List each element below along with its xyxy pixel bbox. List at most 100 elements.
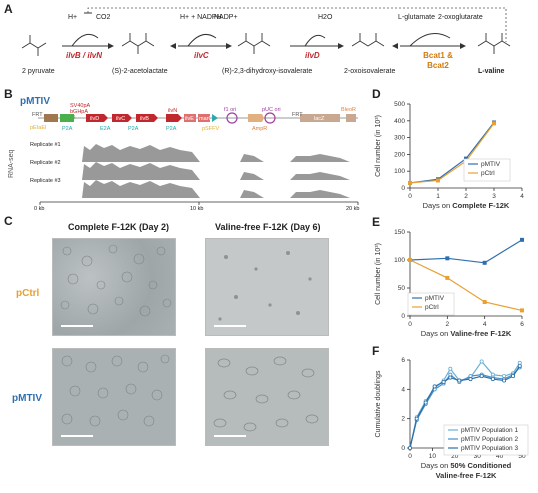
plasmid-label-frt-2: FRT <box>292 112 303 118</box>
puror-block <box>60 114 74 122</box>
data-point <box>432 384 437 389</box>
x-tick-label: 2 <box>464 193 468 200</box>
plasmid-label-p2a-3: P2A <box>166 126 177 132</box>
scale-bar <box>214 325 246 327</box>
arrowhead-2 <box>226 43 232 49</box>
step1-cofactor-out: CO2 <box>96 14 111 21</box>
plasmid-label-f1-ori: f1 ori <box>224 107 237 113</box>
legend-label: pMTIV <box>425 295 445 302</box>
cofactor-arc-2 <box>187 33 217 47</box>
ilvb-gene <box>136 114 158 122</box>
plasmid-label-puc-ori: pUC ori <box>262 107 281 113</box>
data-point <box>492 121 496 126</box>
enzyme-ilvc: ilvC <box>194 51 209 60</box>
kb-tick-0: 0 kb <box>34 206 45 212</box>
legend-label: pMTIV Population 3 <box>461 445 518 452</box>
cell-texture <box>213 356 319 432</box>
x-tick-label: 2 <box>446 321 450 328</box>
y-axis-label: Cumulative doublings <box>375 370 382 437</box>
puc-ori <box>264 112 276 124</box>
step4-cofactor-in: L-glutamate <box>398 14 435 21</box>
x-tick-label: 10 <box>429 453 437 460</box>
x-tick-label: 6 <box>520 321 524 328</box>
x-tick-label: 4 <box>483 321 487 328</box>
plasmid-label-peiael: pEIaEl <box>30 125 47 131</box>
data-point <box>464 156 468 161</box>
micrograph-pmtiv-complete <box>52 348 176 446</box>
y-tick-label: 6 <box>401 357 405 364</box>
ilvn-gene <box>166 114 182 122</box>
compound-acetolactate: (S)-2-acetolactate <box>112 68 168 75</box>
enzyme-ilvb-ilvn: ilvB / ilvN <box>66 51 103 60</box>
chart-growth-valine-free: 0 2 4 6 0 50 100 150 Cell number (in 10³) Days on… <box>375 229 524 338</box>
panel-label-a: A <box>4 2 13 16</box>
compound-oxoisovalerate: 2-oxoisovalerate <box>344 68 396 75</box>
x-tick-label: 40 <box>496 453 504 460</box>
compound-dihydroxy-isovalerate: (R)-2,3-dihydroxy-isovalerate <box>222 68 313 75</box>
y-axis-label: Cell number (in 10³) <box>375 115 382 177</box>
step4-cofactor-out: 2-oxoglutarate <box>438 14 483 21</box>
data-point <box>414 416 419 421</box>
data-point <box>445 256 450 261</box>
plasmid-label-marc: marC <box>199 116 213 122</box>
enzyme-ilvd: ilvD <box>305 51 320 60</box>
compound-pyruvate: 2 pyruvate <box>22 68 55 75</box>
replicate-label-3: Replicate #3 <box>30 178 61 184</box>
x-tick-label: 3 <box>492 193 496 200</box>
plasmid-label-bghpa: bGHpA <box>70 109 89 115</box>
x-axis-label-prefix: Days on <box>421 329 451 338</box>
plasmid-label-hygr: hygR <box>45 122 58 128</box>
data-point <box>441 379 446 384</box>
scale-bar <box>214 435 246 437</box>
legend-label: pMTIV <box>481 161 501 168</box>
y-tick-label: 4 <box>401 386 405 393</box>
micrograph-pctrl-complete <box>52 238 176 336</box>
data-point <box>502 378 507 383</box>
cell-texture <box>61 354 170 427</box>
data-point <box>482 260 487 265</box>
legend-label: pMTIV Population 2 <box>461 436 518 443</box>
x-tick-label: 20 <box>451 453 459 460</box>
ampr-gene <box>248 114 264 122</box>
arrowhead-3 <box>338 43 344 49</box>
cell-texture <box>60 244 172 317</box>
sparse-cell-texture <box>218 251 312 321</box>
data-point <box>520 308 524 313</box>
arrowhead-1 <box>108 43 114 49</box>
ilvc-gene <box>112 114 132 122</box>
plasmid-label-ampr: AmpR <box>252 126 268 132</box>
rnaseq-tracks <box>40 144 350 198</box>
x-axis-label-bold: 50% Conditioned <box>450 461 511 470</box>
enzyme-bcat-line1: Bcat1 & <box>423 51 453 60</box>
data-point <box>408 446 413 451</box>
kb-tick-20: 20 kb <box>346 206 360 212</box>
scale-bar <box>61 435 93 437</box>
micro-col-header-1: Complete F-12K (Day 2) <box>68 222 170 232</box>
enzyme-bcat: Bcat1 & Bcat2 <box>418 51 458 71</box>
data-point <box>448 375 453 380</box>
panel-label-f: F <box>372 344 380 358</box>
data-point <box>457 378 462 383</box>
data-point <box>517 363 522 368</box>
plasmid-label-frt: FRT <box>32 112 43 118</box>
lacz-block <box>300 114 340 122</box>
feedback-inhibition-line <box>87 7 507 42</box>
y-tick-label: 400 <box>394 118 405 125</box>
y-tick-label: 500 <box>394 101 405 108</box>
cofactor-arc-4 <box>409 33 451 47</box>
series-line-1 <box>409 259 523 311</box>
micro-row-label-pmtiv: pMTIV <box>12 393 42 404</box>
x-tick-label: 50 <box>518 453 526 460</box>
plasmid-label-sv40pa: SV40pA <box>70 103 91 109</box>
rnaseq-track-1 <box>40 144 350 162</box>
chart-cumulative-doublings: 0 10 20 30 40 50 0 2 4 6 Cumulative doublings Days … <box>375 357 529 480</box>
x-tick-label: 0 <box>408 321 412 328</box>
micrograph-pctrl-valine-free <box>205 238 329 336</box>
data-point <box>479 359 484 364</box>
x-tick-label: 1 <box>436 193 440 200</box>
data-point <box>423 400 428 405</box>
compound-valine: L-valine <box>478 68 505 75</box>
x-axis-label-bold: Complete F-12K <box>452 201 510 210</box>
x-tick-label: 0 <box>408 193 412 200</box>
panel-label-c: C <box>4 214 13 228</box>
